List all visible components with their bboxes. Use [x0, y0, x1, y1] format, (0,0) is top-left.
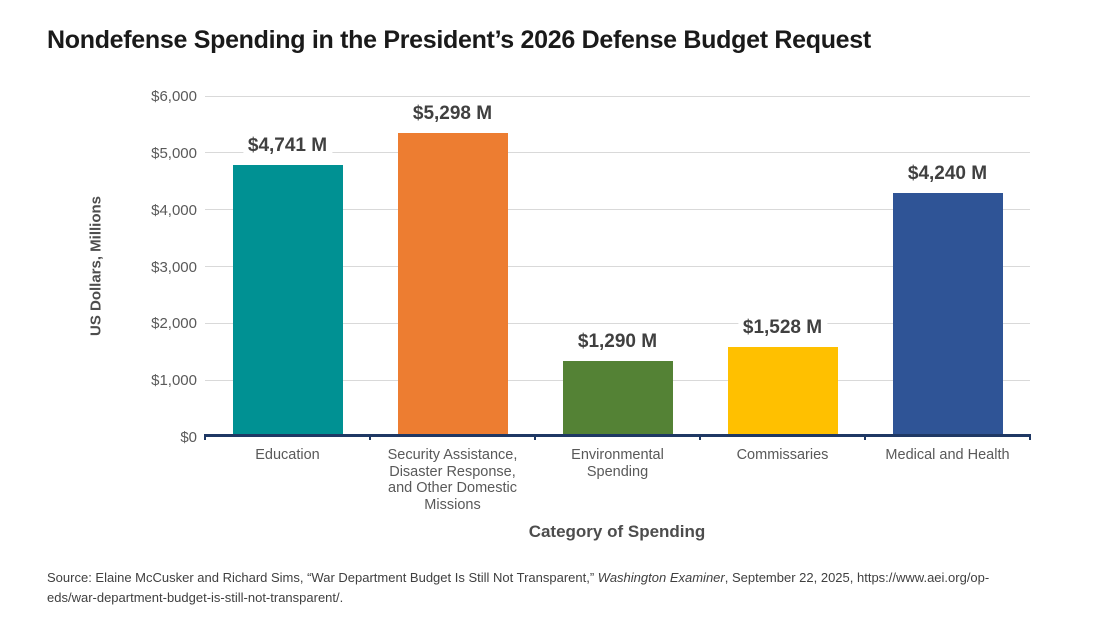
y-tick-label-5000: $5,000 [151, 144, 197, 162]
y-tick-label-6000: $6,000 [151, 88, 197, 105]
bar-commissaries [727, 347, 838, 434]
x-axis-tick-2 [534, 434, 536, 440]
category-label-medical-and-health: Medical and Health [885, 447, 1010, 463]
x-axis-tick-3 [699, 434, 701, 440]
y-tick-label-2000: $2,000 [151, 315, 197, 333]
value-label-commissaries: $1,528 M [737, 317, 828, 340]
source-text-prefix: Source: Elaine McCusker and Richard Sims… [47, 570, 598, 585]
chart-title: Nondefense Spending in the President’s 2… [47, 26, 871, 54]
bar-medical-and-health [892, 193, 1003, 434]
bar-security-assistance-disaster-response-and-other-domestic-missions [397, 132, 508, 434]
source-citation: Source: Elaine McCusker and Richard Sims… [47, 568, 1037, 608]
y-tick-label-3000: $3,000 [151, 258, 197, 276]
y-tick-label-4000: $4,000 [151, 201, 197, 219]
source-text-suffix: , September 22, 2025, https://www.aei.or… [47, 570, 990, 606]
y-tick-label-0: $0 [180, 429, 197, 446]
category-label-security-assistance-disaster-response-and-other-domestic-missions: Security Assistance, Disaster Response, … [387, 447, 518, 514]
value-label-security-assistance-disaster-response-and-other-domestic-missions: $5,298 M [407, 103, 498, 125]
x-axis-tick-5 [1029, 434, 1031, 440]
x-axis-tick-0 [204, 434, 206, 440]
gridline-5000 [205, 152, 1030, 154]
x-axis-tick-1 [369, 434, 371, 440]
gridline-3000 [205, 266, 1030, 267]
gridline-4000 [205, 209, 1030, 211]
x-axis-title: Category of Spending [528, 522, 706, 541]
category-label-education: Education [255, 447, 320, 463]
source-publication-name: Washington Examiner [597, 570, 725, 585]
value-label-environmental-spending: $1,290 M [572, 331, 663, 353]
value-label-medical-and-health: $4,240 M [902, 163, 993, 186]
gridline-6000 [205, 95, 1030, 97]
bar-education [232, 164, 343, 434]
category-label-environmental-spending: Environmental Spending [571, 447, 664, 480]
plot-area: $4,741 M $5,298 M $1,290 M $1,528 M $4,240 M [204, 95, 1031, 440]
y-tick-label-1000: $1,000 [151, 372, 197, 390]
category-label-commissaries: Commissaries [736, 447, 829, 463]
x-axis-tick-4 [864, 434, 866, 440]
bar-environmental-spending [562, 360, 673, 434]
gridline-2000 [205, 322, 1030, 324]
value-label-education: $4,741 M [242, 135, 333, 157]
